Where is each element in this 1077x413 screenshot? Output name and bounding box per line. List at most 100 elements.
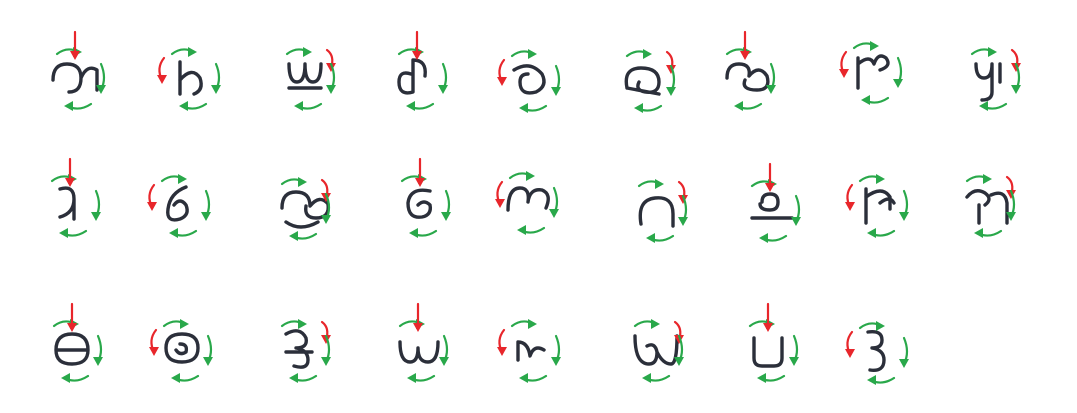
glyph-letterform (638, 196, 675, 228)
direction-arrowhead (642, 373, 651, 383)
start-arrowhead (497, 77, 507, 86)
direction-arrowhead (876, 174, 885, 184)
stroke-order-glyph-17 (845, 174, 909, 238)
stroke-order-glyph-20 (149, 319, 213, 383)
direction-arrowhead (634, 103, 643, 113)
direction-arrowhead (203, 357, 213, 366)
glyph-letterform (280, 190, 330, 229)
stroke-order-glyph-23 (497, 319, 561, 383)
direction-arrowhead (61, 373, 70, 383)
direction-arrowhead (96, 85, 106, 94)
glyph-letterform (284, 329, 314, 369)
glyph-letterform (164, 332, 200, 364)
start-arrowhead (765, 183, 775, 192)
start-arrowhead (157, 75, 167, 84)
glyph-letterform (864, 187, 896, 225)
start-arrowhead (839, 69, 849, 78)
glyph-letterform (406, 188, 433, 219)
direction-arrowhead (406, 101, 415, 111)
direction-arrowhead (861, 95, 870, 105)
direction-arrowhead (974, 228, 983, 238)
stroke-order-glyph-5 (497, 49, 561, 113)
direction-arrowhead (643, 49, 652, 59)
direction-arrowhead (303, 47, 312, 57)
start-arrowhead (415, 178, 425, 187)
direction-arrowhead (983, 174, 992, 184)
stroke-order-glyph-9 (970, 47, 1021, 111)
direction-arrowhead (551, 87, 561, 96)
glyph-letterform (965, 189, 1009, 225)
glyph-letterform (506, 186, 550, 212)
direction-arrowhead (757, 373, 766, 383)
glyph-letterform (725, 62, 770, 92)
direction-arrowhead (655, 179, 664, 189)
stroke-order-glyph-14 (495, 171, 559, 235)
direction-arrowhead (298, 319, 307, 329)
start-arrowhead (147, 202, 157, 211)
direction-arrowhead (321, 357, 331, 366)
stroke-order-glyph-10 (50, 157, 101, 238)
start-arrowhead (674, 335, 684, 344)
direction-arrowhead (1011, 85, 1021, 94)
start-arrowhead (1011, 63, 1021, 72)
start-arrowhead (67, 323, 77, 332)
start-arrowhead (497, 347, 507, 356)
stroke-order-glyph-12 (280, 177, 331, 241)
direction-arrowhead (441, 212, 451, 221)
direction-arrowhead (93, 357, 103, 366)
start-arrowhead (149, 347, 159, 356)
glyph-letterform (51, 62, 99, 94)
stroke-order-glyph-7 (725, 30, 776, 111)
glyph-letterform (166, 185, 189, 222)
stroke-order-glyph-1 (51, 30, 106, 111)
stroke-order-glyph-18 (965, 174, 1016, 238)
start-arrowhead (666, 65, 676, 74)
direction-arrowhead (979, 101, 988, 111)
stroke-order-glyph-4 (397, 30, 448, 111)
stroke-order-glyph-13 (400, 157, 451, 238)
direction-arrowhead (171, 373, 180, 383)
stroke-order-glyph-8 (839, 41, 903, 105)
glyph-letterform (54, 332, 90, 366)
direction-arrowhead (526, 171, 535, 181)
start-arrowhead (763, 323, 773, 332)
direction-arrowhead (91, 212, 101, 221)
direction-arrowhead (180, 319, 189, 329)
direction-arrowhead (766, 85, 776, 94)
direction-arrowhead (201, 212, 211, 221)
direction-arrowhead (651, 319, 660, 329)
direction-arrowhead (549, 209, 559, 218)
glyph-letterform (633, 334, 679, 366)
direction-arrowhead (178, 174, 187, 184)
direction-arrowhead (1006, 212, 1016, 221)
direction-arrowhead (867, 375, 876, 385)
direction-arrowhead (674, 357, 684, 366)
direction-arrowhead (64, 101, 73, 111)
direction-arrowhead (867, 228, 876, 238)
direction-arrowhead (289, 231, 298, 241)
stroke-order-glyph-21 (280, 319, 331, 383)
direction-arrowhead (519, 373, 528, 383)
stroke-order-glyph-6 (624, 49, 676, 113)
direction-arrowhead (876, 321, 885, 331)
direction-arrowhead (326, 85, 336, 94)
direction-arrowhead (321, 215, 331, 224)
stroke-order-glyph-3 (285, 47, 336, 111)
direction-arrowhead (289, 373, 298, 383)
stroke-order-glyph-26 (845, 321, 909, 385)
direction-arrowhead (519, 103, 528, 113)
stroke-order-glyph-11 (147, 174, 211, 238)
start-arrowhead (845, 202, 855, 211)
direction-arrowhead (298, 177, 307, 187)
direction-arrowhead (211, 85, 221, 94)
direction-arrowhead (407, 373, 416, 383)
direction-arrowhead (179, 101, 188, 111)
direction-arrowhead (528, 319, 537, 329)
glyph-layer (50, 30, 1021, 385)
start-arrowhead (845, 349, 855, 358)
start-arrowhead (326, 63, 336, 72)
start-arrowhead (321, 335, 331, 344)
direction-arrowhead (439, 357, 449, 366)
start-arrowhead (678, 195, 688, 204)
